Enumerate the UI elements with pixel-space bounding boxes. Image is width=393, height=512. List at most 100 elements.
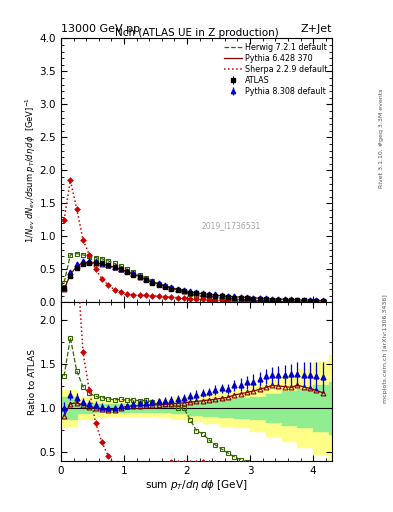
Line: Sherpa 2.2.9 default: Sherpa 2.2.9 default [64,180,323,302]
Sherpa 2.2.9 default [150,293,155,299]
Legend: Herwig 7.2.1 default, Pythia 6.428 370, Sherpa 2.2.9 default, ATLAS, Pythia 8.30: Herwig 7.2.1 default, Pythia 6.428 370, … [221,40,331,99]
Pythia 6.428 370 [125,268,129,274]
Herwig 7.2.1 default [150,278,155,284]
Herwig 7.2.1 default [131,269,136,275]
Sherpa 2.2.9 default [226,297,230,304]
Herwig 7.2.1 default [62,280,66,286]
Herwig 7.2.1 default [194,293,199,299]
Sherpa 2.2.9 default [62,217,66,223]
Text: mcplots.cern.ch [arXiv:1306.3436]: mcplots.cern.ch [arXiv:1306.3436] [383,294,387,402]
Herwig 7.2.1 default [144,275,149,281]
Pythia 6.428 370 [226,293,230,300]
Pythia 6.428 370 [68,271,73,278]
Pythia 6.428 370 [62,286,66,292]
Sherpa 2.2.9 default [232,297,237,304]
Herwig 7.2.1 default [182,288,186,294]
Sherpa 2.2.9 default [320,299,325,305]
Herwig 7.2.1 default [188,291,193,297]
Text: 2019_I1736531: 2019_I1736531 [202,222,261,230]
Sherpa 2.2.9 default [175,294,180,301]
Sherpa 2.2.9 default [276,298,281,305]
Pythia 6.428 370 [150,279,155,285]
Pythia 6.428 370 [87,259,92,265]
Herwig 7.2.1 default [68,252,73,258]
Pythia 6.428 370 [194,290,199,296]
Herwig 7.2.1 default [270,298,275,305]
Sherpa 2.2.9 default [106,282,110,288]
Herwig 7.2.1 default [156,281,161,287]
Herwig 7.2.1 default [106,258,110,264]
Pythia 6.428 370 [93,260,98,266]
Pythia 6.428 370 [163,283,167,289]
Herwig 7.2.1 default [81,252,85,258]
Herwig 7.2.1 default [87,253,92,259]
Sherpa 2.2.9 default [289,298,294,305]
Herwig 7.2.1 default [320,299,325,305]
Line: Herwig 7.2.1 default: Herwig 7.2.1 default [64,253,323,302]
Pythia 6.428 370 [238,294,243,300]
Sherpa 2.2.9 default [81,237,85,243]
Pythia 6.428 370 [131,271,136,277]
Herwig 7.2.1 default [244,298,249,304]
Pythia 6.428 370 [118,266,123,272]
Pythia 6.428 370 [81,260,85,266]
Pythia 6.428 370 [219,293,224,299]
Pythia 6.428 370 [232,294,237,300]
Pythia 6.428 370 [207,291,211,297]
Herwig 7.2.1 default [251,298,255,304]
Sherpa 2.2.9 default [301,298,306,305]
Herwig 7.2.1 default [226,296,230,303]
Herwig 7.2.1 default [238,297,243,304]
Pythia 6.428 370 [257,295,262,302]
Pythia 6.428 370 [289,296,294,303]
Sherpa 2.2.9 default [87,252,92,258]
Herwig 7.2.1 default [257,298,262,304]
Pythia 6.428 370 [314,297,319,304]
Sherpa 2.2.9 default [131,292,136,298]
Pythia 6.428 370 [138,273,142,280]
Sherpa 2.2.9 default [118,289,123,295]
Pythia 6.428 370 [188,289,193,295]
Pythia 6.428 370 [200,291,205,297]
Herwig 7.2.1 default [74,250,79,257]
Sherpa 2.2.9 default [251,298,255,304]
Sherpa 2.2.9 default [112,286,117,292]
Sherpa 2.2.9 default [182,295,186,301]
Pythia 6.428 370 [169,285,174,291]
Sherpa 2.2.9 default [125,291,129,297]
Sherpa 2.2.9 default [219,297,224,303]
Pythia 6.428 370 [308,297,312,303]
Text: Z+Jet: Z+Jet [301,24,332,34]
Pythia 6.428 370 [276,296,281,302]
Pythia 6.428 370 [175,286,180,292]
Sherpa 2.2.9 default [99,275,104,282]
Herwig 7.2.1 default [314,299,319,305]
Herwig 7.2.1 default [93,254,98,261]
Pythia 6.428 370 [74,263,79,269]
Herwig 7.2.1 default [308,299,312,305]
Sherpa 2.2.9 default [257,298,262,304]
Sherpa 2.2.9 default [295,298,300,305]
Sherpa 2.2.9 default [244,298,249,304]
Pythia 6.428 370 [213,292,218,298]
Herwig 7.2.1 default [219,296,224,302]
Herwig 7.2.1 default [264,298,268,305]
Sherpa 2.2.9 default [68,177,73,183]
Sherpa 2.2.9 default [283,298,287,305]
Herwig 7.2.1 default [99,256,104,262]
Sherpa 2.2.9 default [270,298,275,305]
Herwig 7.2.1 default [207,295,211,301]
Pythia 6.428 370 [112,264,117,270]
Sherpa 2.2.9 default [74,206,79,212]
Sherpa 2.2.9 default [264,298,268,305]
Sherpa 2.2.9 default [314,299,319,305]
Sherpa 2.2.9 default [213,297,218,303]
Pythia 6.428 370 [106,262,110,268]
Y-axis label: Ratio to ATLAS: Ratio to ATLAS [28,349,37,415]
Title: Nch (ATLAS UE in Z production): Nch (ATLAS UE in Z production) [115,28,278,37]
Herwig 7.2.1 default [283,298,287,305]
Pythia 6.428 370 [182,287,186,293]
Herwig 7.2.1 default [138,272,142,279]
Herwig 7.2.1 default [301,299,306,305]
Herwig 7.2.1 default [175,287,180,293]
